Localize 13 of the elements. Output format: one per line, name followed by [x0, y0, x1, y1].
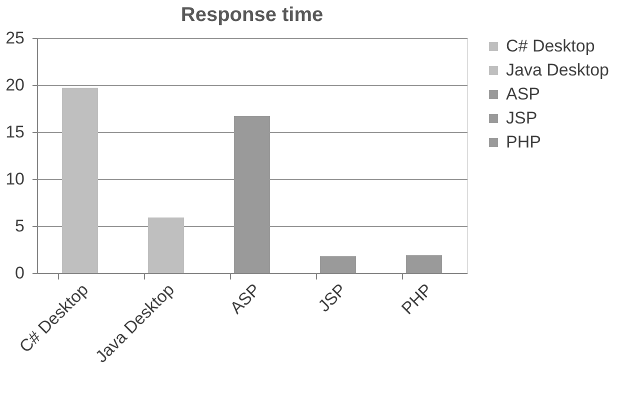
- y-tick-label: 15: [6, 122, 24, 142]
- x-tick-label: JSP: [314, 280, 350, 316]
- chart-title: Response time: [180, 4, 324, 26]
- legend-label: PHP: [506, 132, 541, 152]
- y-tick-label: 20: [6, 76, 24, 94]
- y-tick-label: 10: [6, 170, 24, 188]
- y-tick-label: 5: [15, 216, 24, 236]
- legend-label: Java Desktop: [506, 60, 609, 80]
- y-tick-label: 0: [15, 264, 24, 282]
- legend-label: C# Desktop: [506, 36, 595, 56]
- y-tick-label: 25: [6, 28, 24, 48]
- legend-label: ASP: [506, 84, 540, 104]
- legend-label: JSP: [506, 108, 538, 128]
